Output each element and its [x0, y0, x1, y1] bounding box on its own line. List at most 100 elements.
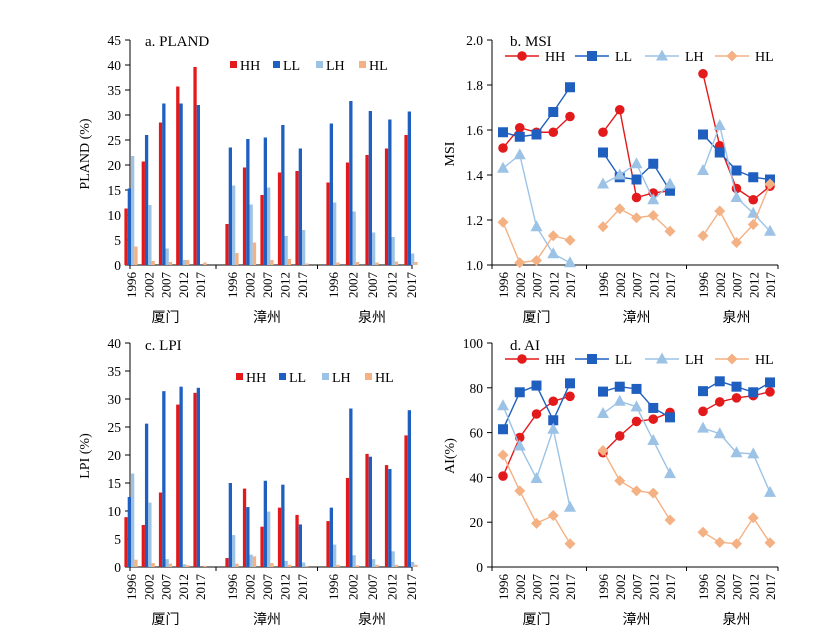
panel-a-bar-lh: [165, 248, 169, 265]
panel-b-y-tick-label: 1.2: [466, 213, 483, 228]
panel-c-bar-hl: [355, 565, 360, 567]
panel-a-bar-hl: [203, 262, 207, 265]
panel-d-point-ll: [498, 424, 508, 435]
panel-d-point-hl: [614, 475, 626, 487]
panel-b-point-hl: [731, 237, 742, 248]
panel-c-y-tick-label: 30: [108, 392, 122, 407]
panel-c-year-label: 1996: [225, 574, 240, 601]
panel-a-legend-swatch-lh: [316, 61, 323, 68]
panel-c-bar-ll: [228, 483, 232, 567]
panel-a-bar-ll: [246, 139, 250, 265]
panel-c-y-tick-label: 40: [108, 336, 122, 351]
panel-b-point-ll: [548, 107, 559, 117]
panel-a-bar-lh: [232, 185, 236, 265]
panel-a-year-label: 1996: [225, 272, 240, 299]
panel-c-bar-hl: [235, 563, 239, 567]
panel-d-title: d. AI: [510, 338, 540, 354]
panel-c-bar-hl: [305, 565, 309, 567]
panel-d-point-lh: [764, 485, 776, 497]
panel-c-ylabel: LPI (%): [78, 433, 93, 479]
panel-d-line-lh: [502, 405, 571, 508]
panel-c-bar-lh: [232, 535, 236, 567]
panel-a-bar-ll: [407, 111, 411, 265]
panel-d-point-ll: [531, 380, 542, 391]
panel-a-bar-ll: [228, 147, 232, 265]
panel-b-y-tick-label: 2.0: [466, 33, 483, 48]
panel-c-y-tick-label: 10: [108, 504, 122, 519]
panel-a-bar-ll: [368, 111, 372, 265]
panel-a-y-tick-label: 30: [108, 108, 122, 123]
panel-a-legend-label-lh: LH: [326, 59, 345, 74]
panel-a-bar-lh: [333, 202, 337, 265]
panel-d-point-hl: [564, 538, 576, 550]
panel-c-legend-label-lh: LH: [332, 371, 351, 386]
panel-b-line-hh: [702, 73, 771, 201]
panel-c-bar-hh: [124, 517, 128, 567]
panel-b-point-ll: [514, 131, 525, 142]
panel-d-point-ll: [665, 412, 675, 423]
panel-c-year-label: 2002: [346, 574, 361, 600]
panel-c-y-tick-label: 35: [108, 364, 122, 379]
panel-c-bar-hh: [277, 507, 282, 567]
panel-a-bar-ll: [329, 123, 333, 265]
panel-c-bar-hl: [287, 564, 292, 567]
panel-c-title: c. LPI: [145, 338, 182, 354]
panel-d-point-hh: [565, 391, 575, 402]
panel-b-point-lh: [547, 247, 560, 259]
panel-d-point-hh: [648, 414, 659, 424]
panel-d-year-label: 2017: [763, 574, 778, 601]
panel-b-point-hl: [514, 257, 526, 269]
panel-a-bar-hh: [277, 172, 282, 265]
panel-d-point-hl: [531, 517, 542, 529]
panel-d-y-tick-label: 60: [470, 426, 484, 441]
panel-b-year-label: 2002: [513, 272, 528, 298]
panel-d-year-label: 2017: [563, 574, 578, 601]
panel-b-point-ll: [498, 127, 508, 138]
panel-b-point-hl: [547, 230, 559, 242]
panel-a-bar-lh: [411, 253, 415, 265]
panel-c-bar-lh: [333, 544, 337, 567]
panel-c-bar-hl: [186, 565, 190, 567]
panel-b-point-lh: [497, 161, 509, 173]
panel-a-legend-label-hh: HH: [240, 59, 260, 74]
panel-d-point-hh: [614, 431, 625, 441]
panel-a-bar-hl: [235, 253, 239, 265]
panel-c-y-tick-label: 25: [108, 420, 122, 435]
panel-d-point-ll: [631, 383, 642, 394]
panel-d-year-label: 1996: [496, 574, 511, 601]
panel-a-bar-hh: [225, 224, 229, 265]
panel-b-point-hh: [631, 192, 642, 203]
panel-d-point-ll: [748, 387, 759, 398]
panel-a-bar-lh: [372, 232, 376, 265]
panel-c-bar-lh: [391, 551, 395, 567]
panel-c-bar-lh: [131, 473, 135, 567]
panel-c-legend-label-hl: HL: [375, 371, 394, 386]
panel-d-y-tick-label: 40: [470, 470, 484, 485]
panel-a-bar-hl: [355, 262, 360, 265]
panel-d-point-lh: [547, 422, 560, 434]
panel-b-year-label: 1996: [596, 272, 611, 299]
panel-d-point-hh: [498, 471, 508, 481]
panel-d-point-ll: [514, 387, 525, 398]
panel-c-legend-label-hh: HH: [246, 371, 266, 386]
panel-d-point-hh: [714, 397, 725, 407]
panel-a-pland-bar-chart: a. PLAND PLAND (%) 0 5 10 15 20 25 30 35 40 45 199…: [78, 33, 419, 326]
panel-d-point-hl: [747, 512, 759, 524]
panel-d-point-hh: [631, 416, 642, 427]
panel-c-bar-ll: [281, 484, 285, 567]
panel-d-point-lh: [613, 394, 626, 406]
panel-d-year-label: 2007: [530, 574, 545, 601]
panel-c-bar-hl: [252, 556, 257, 567]
panel-c-bar-lh: [411, 561, 415, 567]
panel-c-bar-lh: [352, 555, 356, 567]
panel-a-bar-hh: [260, 195, 264, 265]
panel-b-point-hl: [764, 178, 776, 190]
panel-c-bar-ll: [246, 507, 250, 567]
panel-b-point-hl: [614, 203, 626, 215]
panel-a-year-label: 2012: [278, 272, 293, 298]
panel-a-y-tick-label: 40: [108, 58, 122, 73]
panel-c-bar-hh: [326, 521, 330, 567]
panel-d-group-label: 泉州: [723, 611, 751, 628]
panel-d-point-lh: [664, 467, 676, 479]
panel-a-y-tick-label: 0: [114, 258, 121, 273]
